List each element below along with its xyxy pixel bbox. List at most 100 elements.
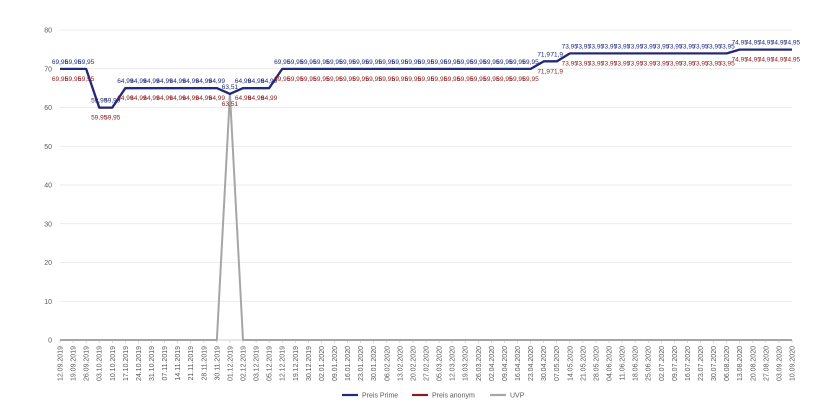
data-labels: 69,9569,9569,9559,9959,9964,9964,9964,99… — [52, 40, 801, 122]
data-label-preis-prime: 69,95 — [353, 59, 370, 66]
data-label-preis-prime: 73,95 — [562, 43, 579, 50]
x-tick-label: 31.10.2019 — [149, 346, 156, 381]
x-tick-label: 11.06.2020 — [620, 346, 627, 381]
data-label-preis-anonym: 63,51 — [222, 101, 239, 108]
x-tick-label: 12.09.2019 — [58, 346, 65, 381]
x-tick-label: 16.07.2020 — [685, 346, 692, 381]
data-label-preis-prime: 69,95 — [339, 59, 356, 66]
data-label-preis-anonym: 69,95 — [379, 76, 396, 83]
y-tick-label: 80 — [44, 28, 52, 35]
legend: Preis Prime Preis anonym UVP — [342, 393, 525, 400]
x-tick-label: 23.07.2020 — [698, 346, 705, 381]
data-label-preis-prime: 71,9 — [550, 51, 563, 58]
x-tick-label: 27.02.2020 — [424, 346, 431, 381]
x-tick-label: 16.04.2020 — [515, 346, 522, 381]
data-label-preis-prime: 73,95 — [614, 43, 631, 50]
y-tick-label: 0 — [48, 338, 52, 345]
x-tick-label: 30.04.2020 — [541, 346, 548, 381]
x-tick-label: 25.06.2020 — [646, 346, 653, 381]
data-label-preis-anonym: 69,95 — [509, 76, 526, 83]
x-tick-label: 09.07.2020 — [672, 346, 679, 381]
x-tick-label: 30.11.2019 — [214, 346, 221, 381]
data-label-preis-prime: 69,95 — [457, 59, 474, 66]
data-label-preis-anonym: 73,95 — [719, 60, 736, 67]
x-tick-label: 12.12.2019 — [280, 346, 287, 381]
x-tick-label: 09.01.2020 — [332, 346, 339, 381]
data-label-preis-anonym: 71,9 — [550, 68, 563, 75]
data-label-preis-prime: 74,95 — [732, 40, 749, 47]
data-label-preis-anonym: 69,95 — [78, 76, 95, 83]
data-label-preis-anonym: 74,95 — [732, 57, 749, 64]
data-label-preis-prime: 64,99 — [156, 78, 173, 85]
data-label-preis-anonym: 74,95 — [745, 57, 762, 64]
data-label-preis-prime: 69,95 — [287, 59, 304, 66]
data-label-preis-anonym: 69,95 — [274, 76, 291, 83]
y-tick-label: 60 — [44, 105, 52, 112]
x-tick-label: 06.08.2020 — [724, 346, 731, 381]
data-label-preis-prime: 74,95 — [745, 40, 762, 47]
data-label-preis-anonym: 69,95 — [339, 76, 356, 83]
data-label-preis-prime: 73,95 — [575, 43, 592, 50]
data-label-preis-anonym: 69,95 — [483, 76, 500, 83]
x-tick-label: 23.01.2020 — [358, 346, 365, 381]
data-label-preis-prime: 73,95 — [653, 43, 670, 50]
data-label-preis-prime: 73,95 — [601, 43, 618, 50]
y-tick-label: 40 — [44, 183, 52, 190]
x-tick-label: 14.11.2019 — [175, 346, 182, 381]
data-label-preis-anonym: 71,9 — [537, 68, 550, 75]
data-label-preis-prime: 69,95 — [313, 59, 330, 66]
data-label-preis-prime: 73,95 — [692, 43, 709, 50]
x-tick-label: 02.07.2020 — [659, 346, 666, 381]
data-label-preis-prime: 64,99 — [209, 78, 226, 85]
data-label-preis-anonym: 64,99 — [261, 95, 278, 102]
data-label-preis-prime: 69,95 — [496, 59, 513, 66]
x-tick-label: 30.07.2020 — [711, 346, 718, 381]
x-tick-label: 26.09.2019 — [84, 346, 91, 381]
data-label-preis-anonym: 69,95 — [470, 76, 487, 83]
data-label-preis-prime: 69,95 — [300, 59, 317, 66]
data-label-preis-prime: 64,99 — [117, 78, 134, 85]
data-label-preis-anonym: 64,99 — [248, 95, 265, 102]
data-label-preis-prime: 69,95 — [52, 59, 69, 66]
x-tick-label: 20.08.2020 — [750, 346, 757, 381]
data-label-preis-prime: 64,99 — [248, 78, 265, 85]
data-label-preis-prime: 71,9 — [537, 51, 550, 58]
data-label-preis-anonym: 69,95 — [457, 76, 474, 83]
x-tick-label: 19.12.2019 — [293, 346, 300, 381]
data-label-preis-anonym: 73,95 — [627, 60, 644, 67]
x-tick-label: 20.02.2020 — [410, 346, 417, 381]
gridlines — [60, 29, 792, 341]
x-axis-ticks: 12.09.2019 19.09.2019 26.09.2019 03.10.2019… — [58, 340, 797, 381]
data-label-preis-anonym: 73,95 — [614, 60, 631, 67]
data-label-preis-prime: 64,99 — [183, 78, 200, 85]
data-label-preis-anonym: 69,95 — [496, 76, 513, 83]
data-label-preis-prime: 74,95 — [784, 40, 801, 47]
x-tick-label: 14.05.2020 — [567, 346, 574, 381]
y-axis-ticks: 0 10 20 30 40 50 60 70 80 — [44, 28, 52, 345]
data-label-preis-anonym: 64,99 — [117, 95, 134, 102]
data-label-preis-anonym: 73,95 — [640, 60, 657, 67]
y-tick-label: 30 — [44, 221, 52, 228]
data-label-preis-prime: 59,99 — [91, 98, 108, 105]
x-tick-label: 13.02.2020 — [397, 346, 404, 381]
x-tick-label: 02.04.2020 — [489, 346, 496, 381]
data-label-preis-anonym: 69,95 — [392, 76, 409, 83]
x-tick-label: 18.06.2020 — [633, 346, 640, 381]
x-tick-label: 17.10.2019 — [123, 346, 130, 381]
x-tick-label: 21.11.2019 — [188, 346, 195, 381]
data-label-preis-prime: 74,95 — [758, 40, 775, 47]
data-label-preis-prime: 59,99 — [104, 98, 121, 105]
data-label-preis-anonym: 73,95 — [705, 60, 722, 67]
data-label-preis-prime: 69,95 — [379, 59, 396, 66]
x-tick-label: 19.03.2020 — [463, 346, 470, 381]
x-tick-label: 21.05.2020 — [580, 346, 587, 381]
data-label-preis-prime: 64,99 — [261, 78, 278, 85]
data-label-preis-anonym: 73,95 — [692, 60, 709, 67]
x-tick-label: 30.12.2019 — [306, 346, 313, 381]
legend-label-preis-anonym: Preis anonym — [432, 393, 475, 400]
x-tick-label: 26.03.2020 — [476, 346, 483, 381]
data-label-preis-prime: 69,95 — [431, 59, 448, 66]
y-tick-label: 50 — [44, 144, 52, 151]
x-tick-label: 13.08.2020 — [737, 346, 744, 381]
